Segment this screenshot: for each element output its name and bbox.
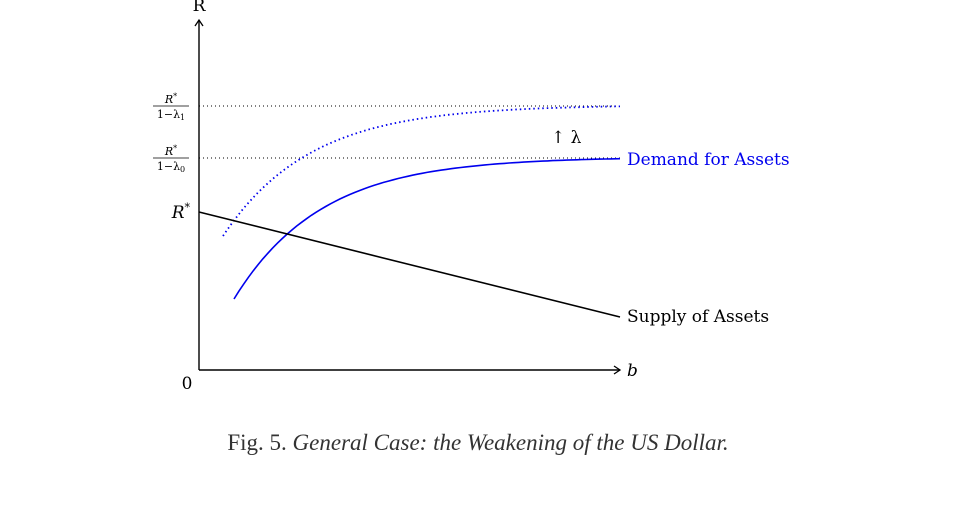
level-0-fraction-label: R* 1−λ0 — [153, 144, 189, 174]
origin-label: 0 — [182, 374, 193, 394]
lambda-shift-annotation: ↑ λ — [551, 128, 582, 148]
y-axis-label: R — [193, 0, 207, 16]
x-axis-label: b — [627, 361, 638, 381]
supply-curve-label: Supply of Assets — [627, 307, 769, 327]
svg-text:1−λ1: 1−λ1 — [157, 108, 185, 122]
figure-caption: Fig. 5. General Case: the Weakening of t… — [0, 430, 956, 456]
level-1-fraction-label: R* 1−λ1 — [153, 92, 189, 122]
svg-text:1−λ0: 1−λ0 — [157, 160, 185, 174]
shifted-demand-curve — [222, 105, 620, 237]
caption-prefix: Fig. 5. — [227, 430, 287, 455]
caption-title: General Case: the Weakening of the US Do… — [292, 430, 729, 455]
svg-text:R*: R* — [164, 92, 177, 106]
demand-curve-label: Demand for Assets — [627, 150, 790, 170]
supply-curve — [198, 211, 621, 318]
r-star-label: R* — [171, 201, 191, 223]
svg-text:R*: R* — [164, 144, 177, 158]
demand-curve — [233, 157, 621, 300]
